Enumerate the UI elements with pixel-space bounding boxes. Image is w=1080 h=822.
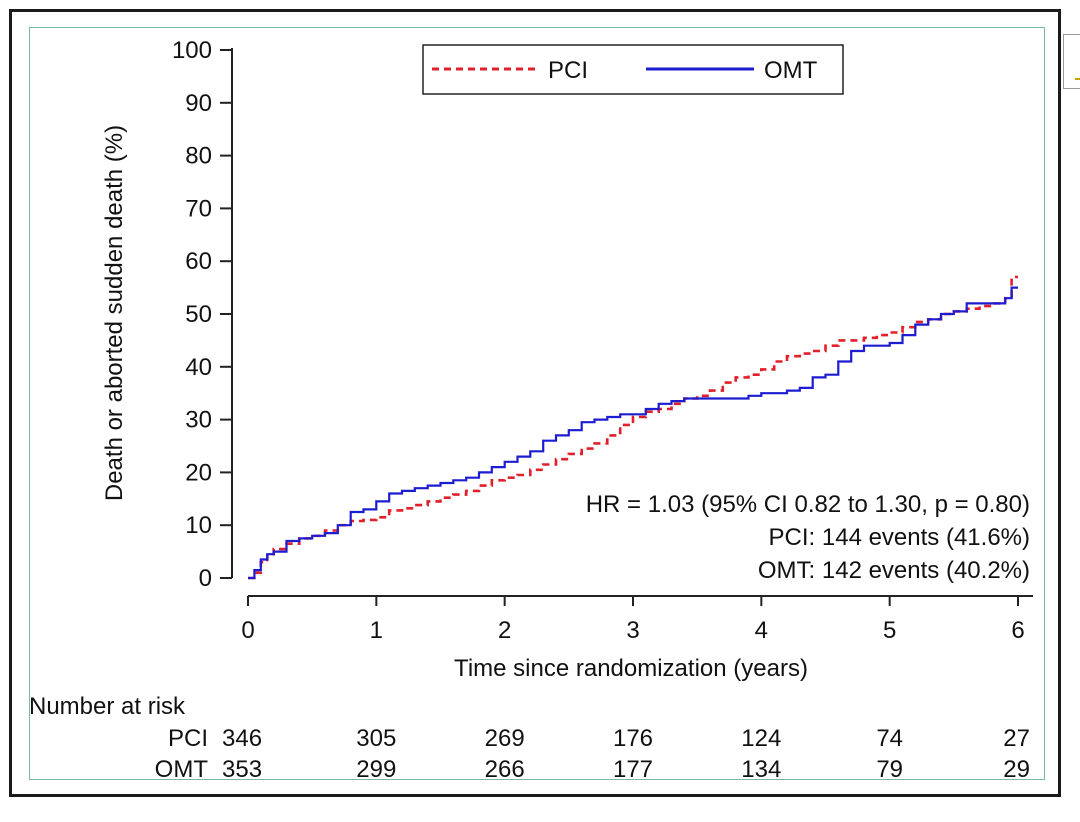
legend: PCI OMT [422,44,844,95]
x-axis-ticks: 0 1 2 3 4 5 6 [241,596,1025,644]
y-tick-label: 10 [185,512,212,539]
y-axis-ticks: 0 10 20 30 40 50 60 70 80 90 100 [172,37,232,592]
y-tick-label: 50 [185,301,212,328]
risk-row-label-omt: OMT [155,756,209,783]
y-tick-label: 60 [185,248,212,275]
risk-value-omt: 266 [485,756,525,783]
y-tick-label: 100 [172,37,212,64]
risk-value-pci: 124 [741,725,781,752]
risk-value-pci: 27 [1003,725,1030,752]
y-tick-label: 20 [185,459,212,486]
series-line-pci [248,275,1018,580]
legend-label-pci: PCI [548,57,588,84]
hazard-ratio-annotation: HR = 1.03 (95% CI 0.82 to 1.30, p = 0.80… [586,491,1030,518]
series-layer [248,275,1018,580]
risk-table-header: Number at risk [29,693,186,720]
side-tab-mark [1075,78,1080,80]
x-tick-label: 3 [626,617,639,644]
risk-value-pci: 269 [485,725,525,752]
omt-events-annotation: OMT: 142 events (40.2%) [758,557,1030,584]
risk-value-omt: 177 [613,756,653,783]
risk-value-omt: 79 [876,756,903,783]
risk-value-pci: 346 [222,725,262,752]
legend-label-omt: OMT [764,57,818,84]
y-tick-label: 90 [185,90,212,117]
y-tick-label: 0 [199,565,212,592]
figure-outer-border [9,9,1061,797]
risk-table-values: 346 305 269 176 124 74 27 353 299 266 177 134 79 29 [222,725,1030,783]
y-tick-label: 70 [185,195,212,222]
x-axis-label: Time since randomization (years) [454,655,808,682]
x-tick-label: 1 [370,617,383,644]
side-tab[interactable] [1063,34,1080,89]
figure-inner-border [29,27,1045,780]
risk-value-pci: 74 [876,725,903,752]
series-line-omt [248,286,1018,580]
x-tick-label: 5 [883,617,896,644]
risk-value-omt: 29 [1003,756,1030,783]
risk-value-omt: 353 [222,756,262,783]
risk-value-pci: 176 [613,725,653,752]
risk-row-label-pci: PCI [168,725,208,752]
y-axis-label: Death or aborted sudden death (%) [101,125,128,501]
x-tick-label: 2 [498,617,511,644]
y-tick-label: 80 [185,143,212,170]
risk-value-pci: 305 [356,725,396,752]
legend-box [422,44,844,95]
risk-value-omt: 134 [741,756,781,783]
pci-events-annotation: PCI: 144 events (41.6%) [769,524,1030,551]
x-tick-label: 0 [241,617,254,644]
x-tick-label: 6 [1011,617,1024,644]
y-tick-label: 30 [185,407,212,434]
y-tick-label: 40 [185,354,212,381]
risk-value-omt: 299 [356,756,396,783]
x-tick-label: 4 [755,617,768,644]
